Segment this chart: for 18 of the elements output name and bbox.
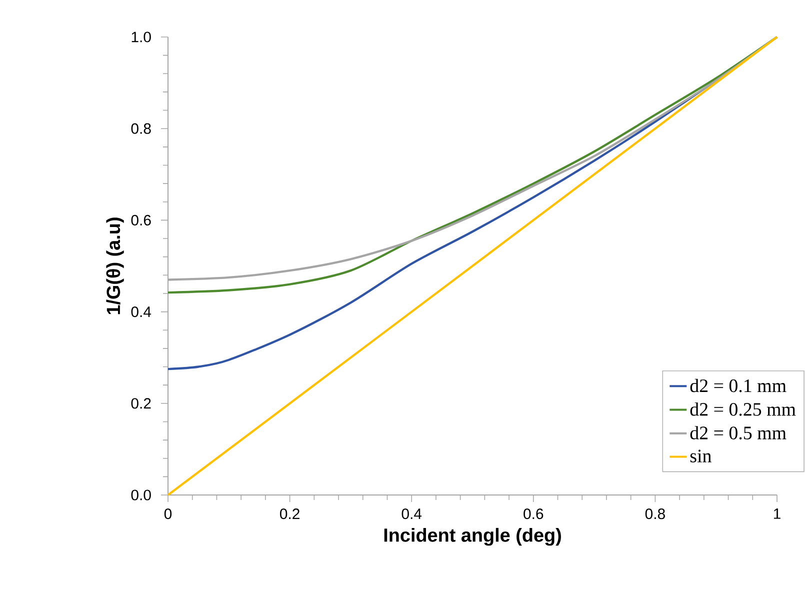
legend-label: d2 = 0.1 mm xyxy=(690,378,786,392)
y-tick-label: 0.2 xyxy=(131,398,151,409)
legend-label: d2 = 0.5 mm xyxy=(690,426,786,440)
x-tick-label: 0.2 xyxy=(280,508,300,520)
x-axis-title: Incident angle (deg) xyxy=(384,528,561,546)
y-tick-label: 0.6 xyxy=(131,214,151,226)
y-tick-label: 1.0 xyxy=(132,32,151,42)
y-axis-title: 1/G(θ) (a.u) xyxy=(106,218,124,314)
y-tick-label: 0.0 xyxy=(131,490,151,500)
x-tick-label: 0.6 xyxy=(524,508,544,520)
x-tick-label: 0.8 xyxy=(645,508,665,520)
x-tick-label: 0.4 xyxy=(402,508,422,520)
y-tick-label: 0.8 xyxy=(131,123,151,134)
x-tick-label: 0 xyxy=(164,508,172,520)
x-tick-label: 1 xyxy=(774,508,780,519)
legend-label: d2 = 0.25 mm xyxy=(690,402,796,416)
legend-label: sin xyxy=(690,450,712,462)
y-tick-label: 0.4 xyxy=(131,306,152,318)
